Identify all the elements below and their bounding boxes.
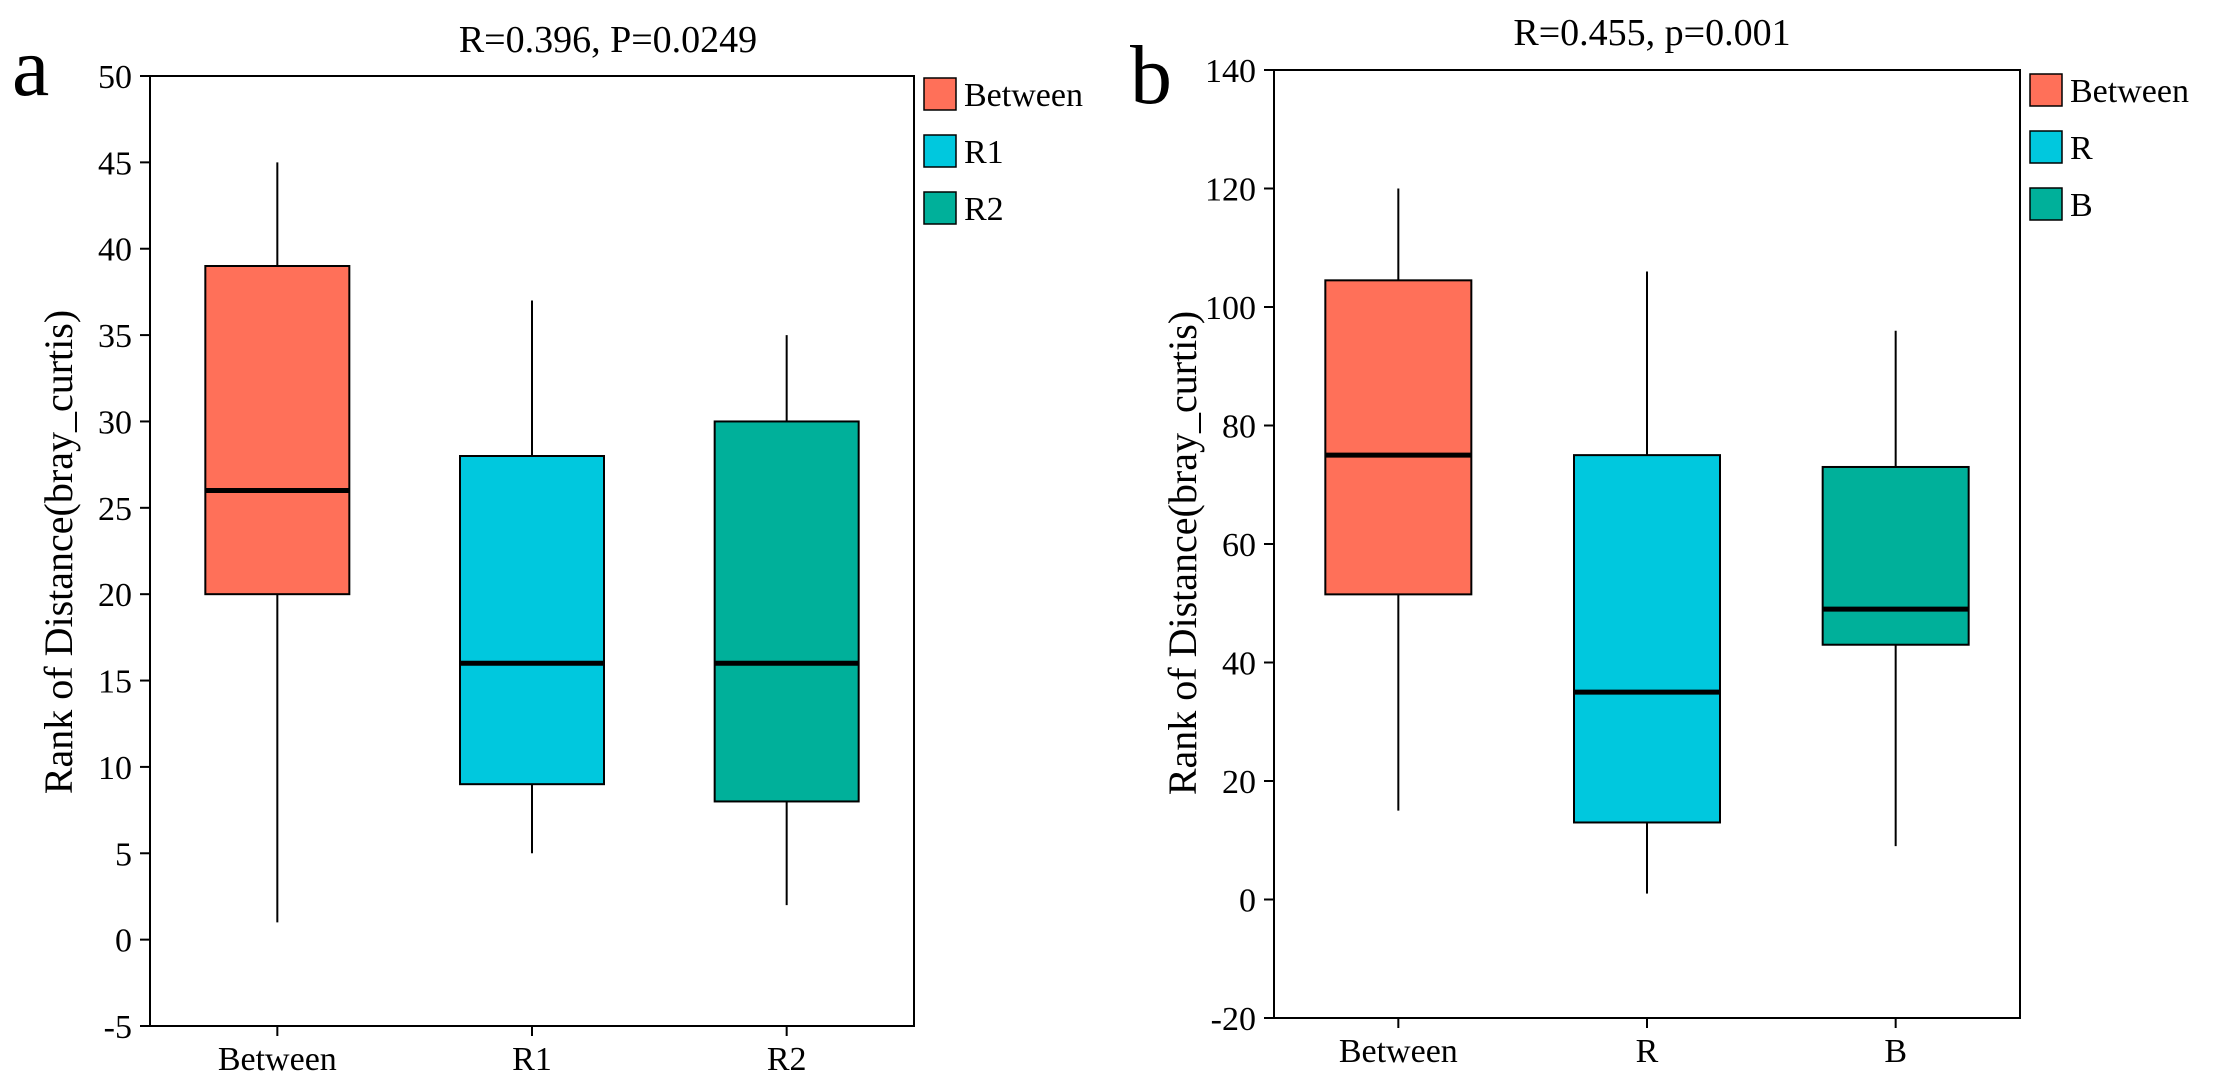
panel-b-ylabel: Rank of Distance(bray_curtis) — [1160, 311, 1205, 795]
panel-a-legend-swatch-r2 — [923, 191, 957, 225]
panel-a-box-r1 — [459, 455, 605, 786]
panel-b-xtick-label: B — [1884, 1033, 1907, 1070]
panel-a-ytick-label: 40 — [98, 232, 132, 269]
panel-a-ytick-label: 50 — [98, 59, 132, 96]
panel-b-ytick-label: 100 — [1205, 290, 1256, 327]
panel-b-legend-label-between: Between — [2070, 73, 2189, 110]
panel-a-ytick-label: 45 — [98, 145, 132, 182]
panel-b-title: R=0.455, p=0.001 — [1513, 12, 1790, 54]
panel-a-legend-label-r1: R1 — [964, 134, 1004, 171]
panel-a-ylabel: Rank of Distance(bray_curtis) — [36, 310, 81, 794]
panel-a-ytick-label: 15 — [98, 664, 132, 701]
panel-b-legend-label-r: R — [2070, 130, 2093, 167]
panel-a-title: R=0.396, P=0.0249 — [459, 19, 757, 61]
panel-b-legend-swatch-between — [2029, 73, 2063, 107]
panel-a-ytick-label: 30 — [98, 404, 132, 441]
panel-a-legend-label-r2: R2 — [964, 191, 1004, 228]
panel-a-legend-label-between: Between — [964, 77, 1083, 114]
panel-a-legend-swatch-r1 — [923, 134, 957, 168]
panel-b-ytick-label: 40 — [1222, 646, 1256, 683]
panel-a-box-r2 — [713, 420, 860, 803]
panel-b-box-between — [1324, 279, 1473, 596]
panel-a-box-between — [204, 265, 351, 596]
panel-a-ytick-label: 10 — [98, 750, 132, 787]
panel-a-legend-swatch-between — [923, 77, 957, 111]
panel-a-letter: a — [12, 21, 49, 114]
panel-b-xtick-label: Between — [1339, 1033, 1458, 1070]
panel-b-letter: b — [1130, 29, 1172, 122]
panel-b-ytick-label: 60 — [1222, 527, 1256, 564]
panel-b-legend-swatch-r — [2029, 130, 2063, 164]
panel-b-ytick-label: -20 — [1211, 1001, 1256, 1038]
panel-b-box-r — [1573, 454, 1721, 824]
panel-b-box-b — [1821, 465, 1970, 646]
panel-a-ytick-label: -5 — [104, 1009, 132, 1046]
panel-a-xtick-label: R2 — [767, 1041, 807, 1078]
panel-b-ytick-label: 0 — [1239, 883, 1256, 920]
panel-b-legend-swatch-b — [2029, 187, 2063, 221]
panel-a-ytick-label: 25 — [98, 491, 132, 528]
panel-b-ytick-label: 120 — [1205, 172, 1256, 209]
panel-a-plot: -5 0 5 10 15 20 25 30 35 40 45 50 Between R1 R2 Between… — [98, 59, 1083, 1078]
panel-b-ytick-label: 80 — [1222, 409, 1256, 446]
panel-b-legend-label-b: B — [2070, 187, 2093, 224]
panel-a-ytick-label: 5 — [115, 836, 132, 873]
panel-b-ytick-label: 140 — [1205, 53, 1256, 90]
panel-a-xtick-label: Between — [218, 1041, 337, 1078]
panel-a-ytick-label: 35 — [98, 318, 132, 355]
panel-a-ytick-label: 0 — [115, 923, 132, 960]
panel-a-xtick-label: R1 — [512, 1041, 552, 1078]
panel-a-ytick-label: 20 — [98, 577, 132, 614]
panel-b-xtick-label: R — [1636, 1033, 1659, 1070]
panel-b-ytick-label: 20 — [1222, 764, 1256, 801]
